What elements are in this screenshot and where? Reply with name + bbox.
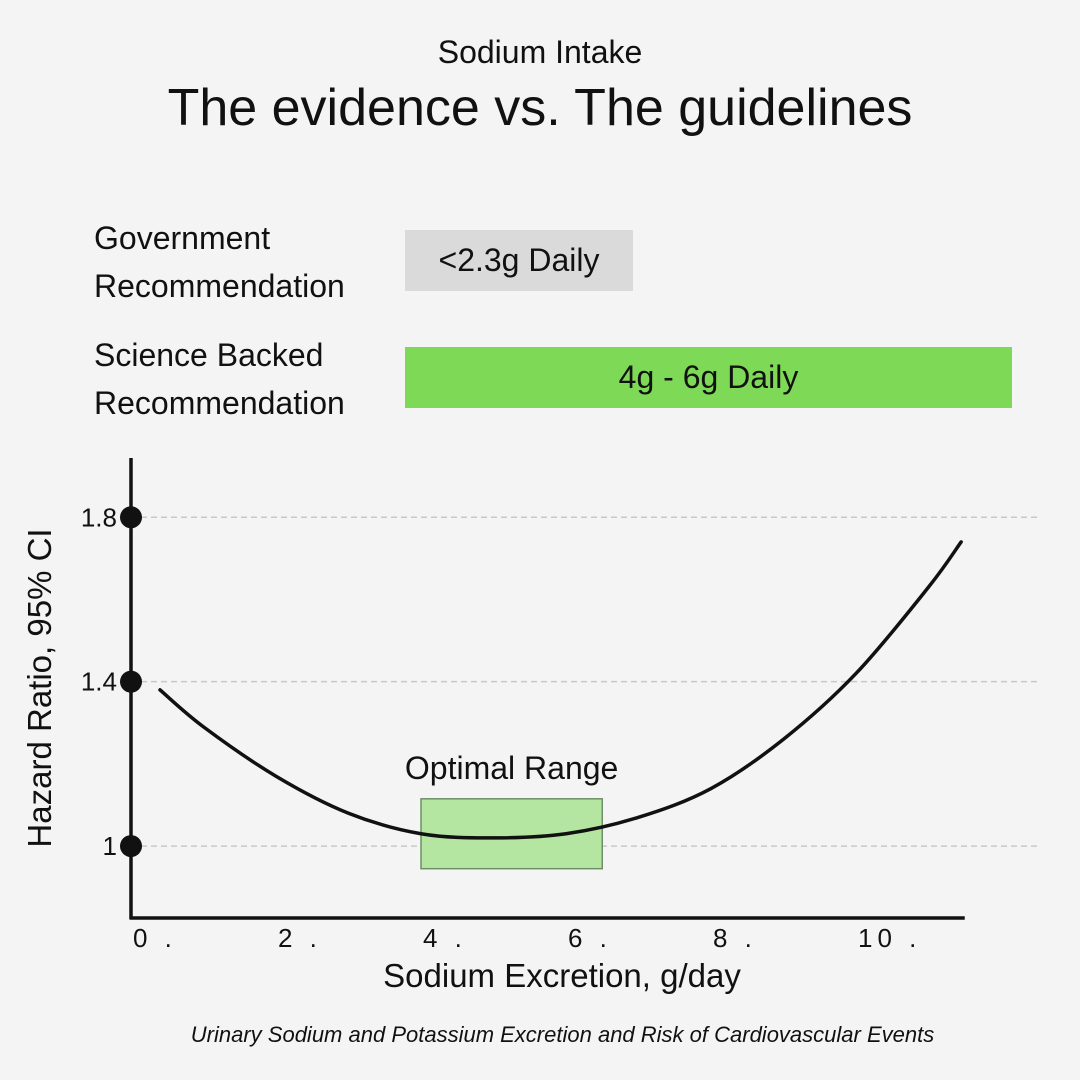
x-tick-label: 2 . — [278, 923, 322, 953]
y-tick-dot — [120, 670, 142, 693]
y-tick-label: 1.4 — [81, 667, 117, 697]
source-footnote: Urinary Sodium and Potassium Excretion a… — [190, 1022, 935, 1047]
x-axis-title: Sodium Excretion, g/day — [383, 957, 741, 994]
y-tick-label: 1 — [103, 831, 117, 861]
optimal-range-label: Optimal Range — [405, 750, 618, 786]
government-label-line2: Recommendation — [94, 268, 345, 304]
hazard-ratio-curve — [158, 540, 963, 840]
science-recommendation-value: 4g - 6g Daily — [618, 359, 799, 395]
government-label-line1: Government — [94, 220, 271, 256]
y-tick-dot — [120, 835, 142, 858]
government-recommendation-bar: <2.3g Daily — [405, 230, 633, 291]
y-tick-label: 1.8 — [81, 502, 117, 532]
chart-subtitle: Sodium Intake — [437, 34, 643, 70]
science-label-line1: Science Backed — [94, 337, 324, 373]
y-axis-title: Hazard Ratio, 95% CI — [21, 528, 58, 847]
x-tick-label: 0 . — [133, 923, 177, 953]
x-tick-label: 8 . — [713, 923, 757, 953]
science-recommendation-label: Science Backed Recommendation — [94, 331, 345, 427]
x-tick-label: 4 . — [423, 923, 467, 953]
y-tick-dot — [120, 506, 142, 529]
government-recommendation-value: <2.3g Daily — [438, 242, 600, 278]
government-recommendation-label: Government Recommendation — [94, 214, 345, 310]
x-tick-label: 6 . — [568, 923, 612, 953]
science-label-line2: Recommendation — [94, 385, 345, 421]
chart-title: The evidence vs. The guidelines — [167, 79, 913, 137]
x-tick-label: 10 . — [858, 923, 921, 953]
science-recommendation-bar: 4g - 6g Daily — [405, 347, 1012, 408]
